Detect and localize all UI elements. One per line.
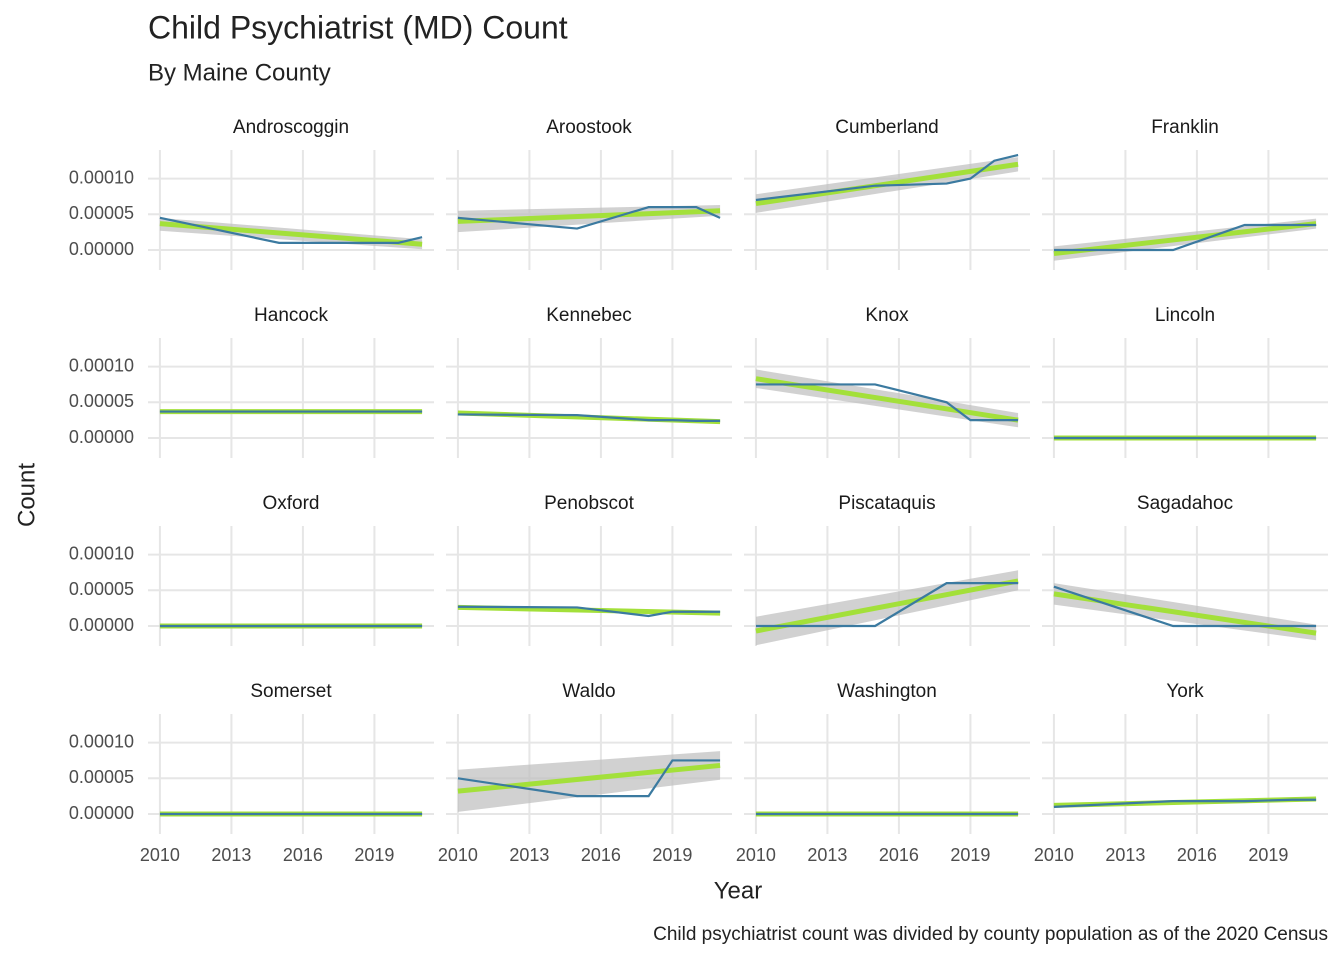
facet-title: Franklin [1151,117,1219,138]
data-line [1053,585,1317,628]
trend-line [1053,221,1317,257]
facet-title: Oxford [262,493,319,514]
facet-title: Waldo [562,681,615,702]
facet-title: Kennebec [546,305,632,326]
facet-title: Androscoggin [233,117,349,138]
data-line [1053,798,1317,808]
trend-line [755,161,1019,207]
trend-line [457,208,721,224]
y-tick-label: 0.00010 [69,355,134,375]
facet-title: Piscataquis [838,493,935,514]
trend-line [755,376,1019,423]
confidence-band [457,751,721,812]
y-tick-label: 0.00005 [69,203,134,223]
x-tick-label: 2016 [581,845,621,865]
y-tick-label: 0.00000 [69,615,134,635]
x-tick-label: 2019 [652,845,692,865]
y-tick-label: 0.00000 [69,427,134,447]
data-line [159,216,423,244]
x-tick-label: 2010 [736,845,776,865]
data-line [457,206,721,230]
x-tick-label: 2016 [1177,845,1217,865]
trend-line [457,762,721,794]
data-line [755,582,1019,628]
x-tick-label: 2013 [509,845,549,865]
data-line [755,153,1019,202]
y-tick-label: 0.00010 [69,731,134,751]
y-tick-label: 0.00000 [69,803,134,823]
x-tick-label: 2013 [1105,845,1145,865]
chart-subtitle: By Maine County [148,59,331,86]
x-tick-label: 2019 [1248,845,1288,865]
y-tick-label: 0.00005 [69,579,134,599]
facet-title: Hancock [254,305,328,326]
facet-title: Sagadahoc [1137,493,1233,514]
x-axis-title: Year [714,877,763,904]
x-tick-label: 2013 [211,845,251,865]
x-tick-label: 2019 [354,845,394,865]
facet-title: York [1166,681,1204,702]
chart-title: Child Psychiatrist (MD) Count [148,9,568,45]
y-tick-label: 0.00005 [69,391,134,411]
facet-title: Somerset [250,681,332,702]
x-tick-label: 2019 [950,845,990,865]
x-tick-label: 2010 [438,845,478,865]
facet-title: Aroostook [546,117,632,138]
y-tick-label: 0.00000 [69,239,134,259]
x-tick-label: 2016 [283,845,323,865]
data-line [457,605,721,618]
facet-title: Penobscot [544,493,635,514]
facet-title: Lincoln [1155,305,1215,326]
y-tick-label: 0.00010 [69,543,134,563]
facet-title: Cumberland [835,117,939,138]
y-axis-title: Count [13,463,40,527]
data-line [457,413,721,422]
x-tick-label: 2010 [1034,845,1074,865]
trend-line [755,578,1019,634]
data-line [1053,223,1317,252]
x-tick-label: 2016 [879,845,919,865]
data-line [457,759,721,798]
data-line [755,383,1019,422]
y-tick-label: 0.00005 [69,767,134,787]
facet-title: Washington [837,681,937,702]
facet-title: Knox [865,305,909,326]
y-tick-label: 0.00010 [69,167,134,187]
x-tick-label: 2010 [140,845,180,865]
x-tick-label: 2013 [807,845,847,865]
caption: Child psychiatrist count was divided by … [653,924,1328,945]
